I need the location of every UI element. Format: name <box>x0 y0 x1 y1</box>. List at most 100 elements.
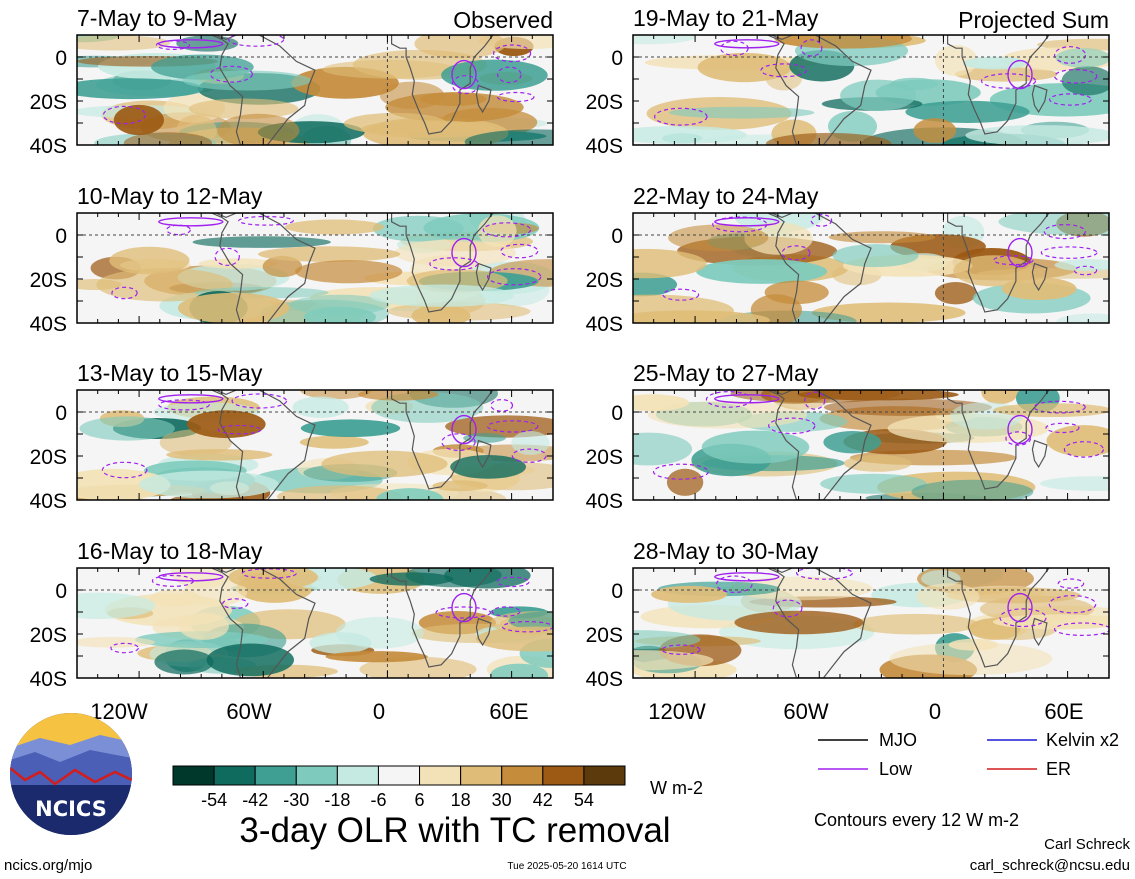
low-contour <box>1007 237 1033 268</box>
ncics-logo[interactable]: NCICS <box>10 713 132 836</box>
low-contour <box>993 255 1034 266</box>
low-contour <box>804 391 826 410</box>
olr-anomaly-blob <box>372 215 464 242</box>
colorbar: -54 -42 -30 -18 -6 6 18 30 42 54 <box>172 765 626 810</box>
olr-anomaly-blob <box>206 643 294 677</box>
olr-anomaly-blob <box>668 106 815 119</box>
low-contour <box>999 608 1047 628</box>
olr-anomaly-blob <box>832 244 919 268</box>
low-contour <box>228 35 285 47</box>
map-panel-frame <box>76 389 554 501</box>
y-tick-label: 20S <box>30 91 67 114</box>
olr-anomaly-blob <box>1061 66 1109 96</box>
olr-anomaly-blob <box>182 70 311 91</box>
low-contour <box>158 217 224 227</box>
low-contour <box>441 433 476 452</box>
contour-note: Contours every 12 W m-2 <box>814 810 1019 830</box>
olr-anomaly-blob <box>651 585 728 603</box>
legend-label-low: Low <box>879 759 913 779</box>
map-panel-frame <box>632 567 1110 679</box>
x-tick-label-right-2: 0 <box>929 699 941 724</box>
olr-anomaly-blob <box>511 431 550 455</box>
legend-label-er: ER <box>1046 759 1071 779</box>
map-panel <box>633 213 1109 323</box>
low-contour <box>1048 595 1097 614</box>
olr-anomaly-blob <box>154 649 214 675</box>
olr-anomaly-blob <box>359 656 477 678</box>
olr-anomaly-blob <box>198 258 278 269</box>
low-contour <box>482 222 532 238</box>
olr-anomaly-blob <box>79 416 175 441</box>
figure-title: 3-day OLR with TC removal <box>239 811 670 850</box>
olr-anomaly-blob <box>411 304 471 323</box>
colorbar-swatch <box>460 765 503 786</box>
low-contour <box>1033 400 1086 414</box>
olr-anomaly-blob <box>290 294 390 315</box>
olr-anomaly-blob <box>633 630 701 650</box>
coastline <box>145 568 316 678</box>
y-tick-label: 20S <box>30 624 67 647</box>
low-contour <box>451 592 477 623</box>
low-contour <box>714 572 780 582</box>
legend-label-kelvin: Kelvin x2 <box>1046 730 1119 750</box>
olr-anomaly-blob <box>369 284 515 307</box>
olr-anomaly-blob <box>934 282 977 305</box>
y-tick-label: 40S <box>586 313 623 336</box>
y-tick-label: 20S <box>586 624 623 647</box>
olr-anomaly-blob <box>325 651 428 663</box>
coastline <box>391 390 494 490</box>
footer-url[interactable]: ncics.org/mjo <box>4 857 92 874</box>
olr-anomaly-blob <box>696 259 828 284</box>
colorbar-swatch <box>254 765 297 786</box>
olr-anomaly-blob <box>633 394 690 412</box>
low-contour <box>652 463 709 480</box>
low-contour <box>760 63 808 78</box>
olr-anomaly-blob <box>292 396 349 418</box>
colorbar-swatch <box>501 765 544 786</box>
olr-anomaly-blob <box>921 570 961 588</box>
olr-anomaly-blob <box>258 246 401 262</box>
low-contour <box>714 39 780 49</box>
olr-anomaly-blob <box>666 468 704 496</box>
x-tick-label-left-0: 120W <box>90 699 148 724</box>
low-contour <box>1054 622 1109 636</box>
olr-anomaly-blob <box>295 260 403 284</box>
coastline <box>475 262 492 292</box>
low-contour <box>429 257 479 271</box>
low-contour <box>451 59 477 90</box>
low-contour <box>158 394 224 404</box>
low-contour <box>1048 93 1092 106</box>
y-tick-label: 0 <box>55 402 67 425</box>
low-contour <box>768 417 816 435</box>
low-contour <box>511 448 547 463</box>
low-contour <box>102 105 147 125</box>
olr-anomaly-blob <box>77 636 156 648</box>
low-contour <box>451 237 477 268</box>
low-contour <box>1007 414 1033 445</box>
ncics-logo-text: NCICS <box>35 797 107 821</box>
panel-title: 28-May to 30-May <box>633 538 819 564</box>
low-contour <box>705 391 752 408</box>
map-panel <box>633 568 1109 678</box>
low-contour <box>714 217 780 227</box>
low-contour <box>158 399 210 411</box>
coastline <box>145 390 316 500</box>
olr-anomaly-blob <box>77 78 204 100</box>
olr-anomaly-blob <box>965 125 1109 145</box>
low-contour <box>451 414 477 445</box>
low-contour <box>490 399 514 412</box>
y-tick-label: 0 <box>55 580 67 603</box>
olr-anomaly-blob <box>432 480 488 492</box>
y-tick-label: 20S <box>30 446 67 469</box>
olr-anomaly-blob <box>647 401 808 429</box>
low-contour <box>435 606 492 619</box>
olr-anomaly-blob <box>217 113 300 145</box>
coastline <box>391 213 494 313</box>
olr-anomaly-blob <box>1046 425 1109 457</box>
olr-anomaly-blob <box>343 112 447 135</box>
low-contour <box>1045 422 1080 434</box>
author-email[interactable]: carl_schreck@ncsu.edu <box>970 857 1130 874</box>
olr-anomaly-blob <box>843 455 912 472</box>
olr-anomaly-blob <box>178 612 229 640</box>
